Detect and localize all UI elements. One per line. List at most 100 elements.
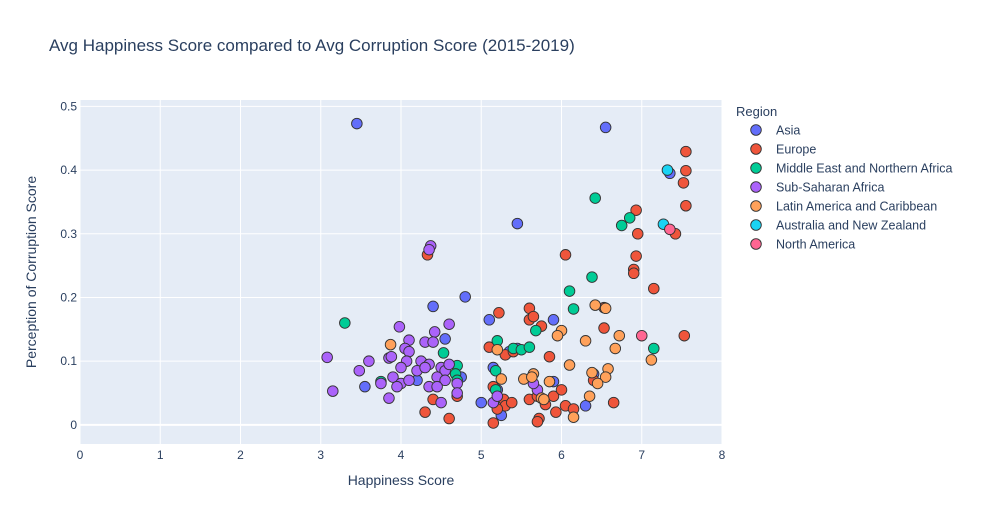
data-point[interactable] bbox=[419, 361, 431, 374]
data-point[interactable] bbox=[427, 336, 439, 348]
data-point[interactable] bbox=[680, 145, 692, 158]
data-point[interactable] bbox=[359, 380, 371, 393]
data-point[interactable] bbox=[487, 417, 500, 429]
data-point[interactable] bbox=[599, 302, 612, 315]
data-point[interactable] bbox=[483, 314, 496, 326]
data-point[interactable] bbox=[395, 361, 407, 374]
data-point[interactable] bbox=[609, 342, 622, 355]
data-point[interactable] bbox=[563, 359, 576, 371]
data-point[interactable] bbox=[505, 396, 518, 409]
data-point[interactable] bbox=[589, 299, 601, 311]
data-point[interactable] bbox=[385, 350, 398, 363]
data-point[interactable] bbox=[586, 366, 598, 379]
data-point[interactable] bbox=[495, 373, 508, 385]
data-point[interactable] bbox=[384, 338, 397, 351]
data-point[interactable] bbox=[475, 396, 488, 409]
data-point[interactable] bbox=[526, 371, 538, 383]
data-point[interactable] bbox=[648, 342, 660, 355]
legend-item-europe[interactable]: Europe bbox=[750, 143, 817, 157]
data-point[interactable] bbox=[403, 374, 415, 387]
data-point[interactable] bbox=[598, 322, 610, 334]
data-point[interactable] bbox=[550, 406, 562, 418]
data-point[interactable] bbox=[551, 329, 564, 342]
data-point[interactable] bbox=[443, 318, 455, 330]
data-point[interactable] bbox=[586, 271, 598, 283]
data-point[interactable] bbox=[431, 380, 443, 393]
data-point[interactable] bbox=[383, 392, 395, 404]
data-point[interactable] bbox=[327, 385, 339, 397]
data-point[interactable] bbox=[527, 310, 540, 323]
data-point[interactable] bbox=[531, 415, 544, 428]
data-point[interactable] bbox=[579, 335, 592, 347]
data-point[interactable] bbox=[443, 412, 455, 425]
legend-item-sub-saharan-africa[interactable]: Sub-Saharan Africa bbox=[750, 181, 885, 195]
data-point[interactable] bbox=[419, 406, 431, 418]
data-point[interactable] bbox=[459, 291, 471, 303]
data-point[interactable] bbox=[491, 343, 504, 356]
data-point[interactable] bbox=[443, 358, 455, 371]
data-point[interactable] bbox=[489, 364, 502, 377]
data-point[interactable] bbox=[615, 219, 628, 232]
legend-item-asia[interactable]: Asia bbox=[750, 124, 801, 138]
data-point[interactable] bbox=[567, 303, 580, 315]
data-point[interactable] bbox=[613, 329, 626, 342]
data-point[interactable] bbox=[599, 121, 612, 134]
data-point[interactable] bbox=[579, 400, 592, 412]
legend-item-latin-america-and-caribbean[interactable]: Latin America and Caribbean bbox=[750, 200, 938, 214]
data-point[interactable] bbox=[339, 317, 351, 329]
data-point[interactable] bbox=[599, 371, 612, 383]
data-point[interactable] bbox=[623, 212, 636, 224]
data-point[interactable] bbox=[630, 204, 642, 216]
data-point[interactable] bbox=[636, 329, 648, 342]
data-point[interactable] bbox=[645, 354, 658, 366]
data-point[interactable] bbox=[530, 324, 542, 337]
data-point[interactable] bbox=[631, 228, 644, 240]
data-point[interactable] bbox=[523, 341, 536, 353]
data-point[interactable] bbox=[538, 393, 550, 406]
data-point[interactable] bbox=[353, 364, 366, 377]
data-point[interactable] bbox=[439, 374, 451, 387]
data-point[interactable] bbox=[403, 345, 415, 358]
legend-item-middle-east-and-northern-africa[interactable]: Middle East and Northern Africa bbox=[750, 162, 953, 176]
data-point[interactable] bbox=[547, 314, 560, 326]
legend-item-north-america[interactable]: North America bbox=[750, 238, 856, 252]
data-point[interactable] bbox=[567, 411, 580, 423]
data-point[interactable] bbox=[680, 164, 692, 177]
data-point[interactable] bbox=[583, 390, 596, 402]
data-point[interactable] bbox=[589, 192, 601, 204]
data-point[interactable] bbox=[451, 387, 463, 399]
data-point[interactable] bbox=[563, 285, 576, 297]
data-point[interactable] bbox=[491, 390, 504, 402]
data-point[interactable] bbox=[555, 384, 568, 396]
data-point[interactable] bbox=[427, 300, 439, 313]
data-point[interactable] bbox=[439, 333, 451, 345]
data-point[interactable] bbox=[493, 307, 505, 319]
data-point[interactable] bbox=[435, 396, 447, 409]
data-point[interactable] bbox=[428, 326, 441, 338]
data-point[interactable] bbox=[451, 377, 463, 390]
data-point[interactable] bbox=[393, 321, 406, 333]
data-point[interactable] bbox=[630, 250, 642, 262]
data-point[interactable] bbox=[387, 371, 399, 383]
data-point[interactable] bbox=[543, 375, 556, 388]
data-point[interactable] bbox=[391, 380, 403, 393]
data-point[interactable] bbox=[321, 351, 333, 364]
data-point[interactable] bbox=[677, 177, 690, 189]
legend-item-australia-and-new-zealand[interactable]: Australia and New Zealand bbox=[750, 219, 926, 233]
data-point[interactable] bbox=[661, 164, 674, 176]
data-point[interactable] bbox=[375, 377, 387, 390]
data-point[interactable] bbox=[678, 329, 691, 342]
data-point[interactable] bbox=[423, 243, 435, 256]
data-point[interactable] bbox=[607, 396, 620, 409]
data-point[interactable] bbox=[648, 282, 660, 295]
data-point[interactable] bbox=[664, 223, 676, 236]
data-point[interactable] bbox=[591, 377, 604, 390]
data-point[interactable] bbox=[559, 249, 572, 261]
data-point[interactable] bbox=[511, 217, 524, 230]
data-point[interactable] bbox=[543, 350, 556, 363]
data-point[interactable] bbox=[680, 199, 692, 212]
data-point[interactable] bbox=[351, 117, 363, 130]
data-point[interactable] bbox=[437, 347, 450, 359]
data-point[interactable] bbox=[627, 267, 640, 280]
data-point[interactable] bbox=[363, 355, 375, 367]
